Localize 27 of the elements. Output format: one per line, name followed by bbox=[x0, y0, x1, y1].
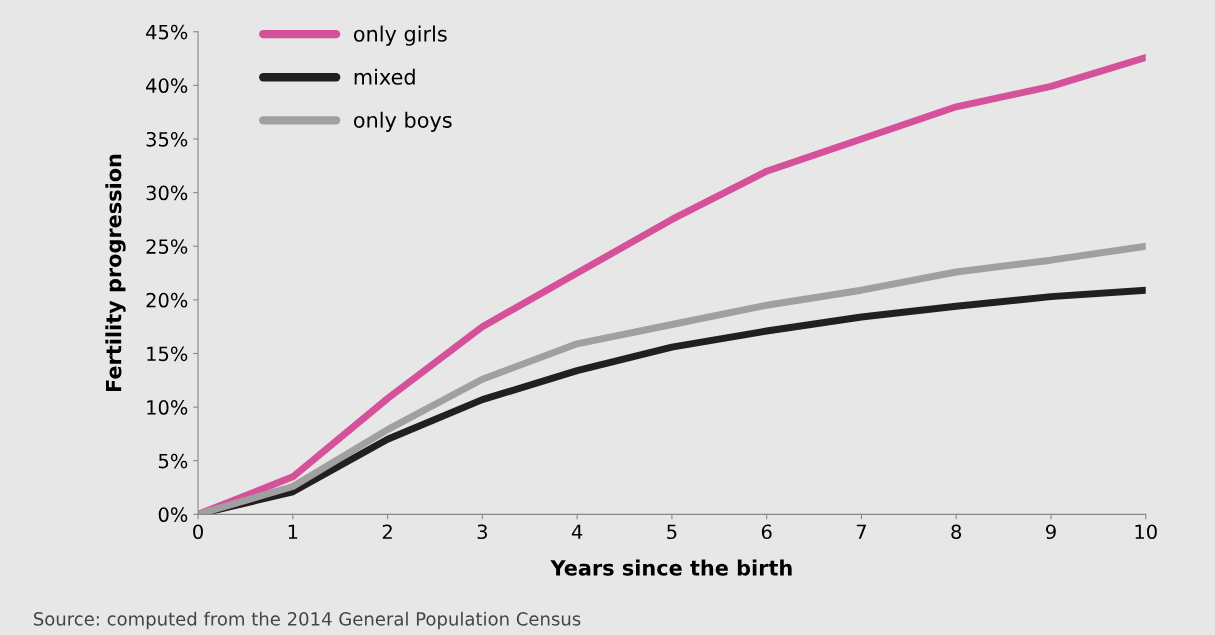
legend-label: mixed bbox=[354, 68, 415, 85]
y-tick-label: 15% bbox=[147, 346, 188, 362]
x-tick-label: 8 bbox=[951, 524, 962, 540]
y-tick-label: 25% bbox=[146, 239, 188, 254]
x-tick-label: 6 bbox=[761, 524, 772, 540]
legend-label: only boys bbox=[353, 111, 452, 132]
y-tick-label: 10% bbox=[147, 400, 188, 415]
y-tick-label: 20% bbox=[146, 292, 188, 308]
y-tick-label: 45% bbox=[146, 24, 188, 40]
y-tick-label: 40% bbox=[146, 78, 188, 94]
x-tick-label: 7 bbox=[856, 524, 866, 539]
y-tick-label: 30% bbox=[146, 185, 188, 201]
x-tick-label: 0 bbox=[193, 524, 203, 540]
x-tick-label: 3 bbox=[477, 524, 487, 540]
y-axis-title: Fertility progression bbox=[105, 154, 126, 392]
y-tick-label: 5% bbox=[158, 453, 188, 469]
x-tick-label: 9 bbox=[1046, 524, 1056, 540]
x-tick-label: 10 bbox=[1135, 524, 1157, 540]
x-tick-label: 4 bbox=[571, 524, 583, 539]
legend-label: only girls bbox=[353, 25, 447, 46]
x-tick-label: 2 bbox=[382, 524, 392, 539]
x-tick-label: 5 bbox=[667, 524, 677, 540]
y-tick-label: 35% bbox=[146, 131, 188, 147]
x-axis-title: Years since the birth bbox=[550, 559, 792, 576]
y-tick-label: 0% bbox=[158, 507, 188, 523]
x-tick-label: 1 bbox=[288, 524, 298, 539]
source-note: Source: computed from the 2014 General Population Census bbox=[34, 611, 581, 630]
